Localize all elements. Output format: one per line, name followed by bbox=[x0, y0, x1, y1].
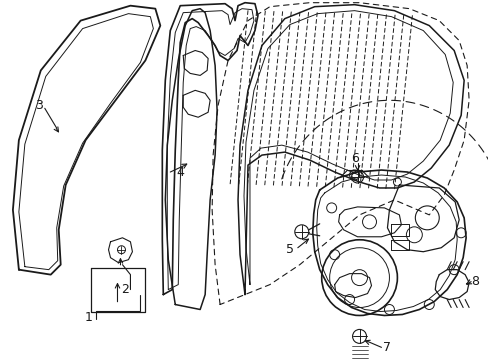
Text: 5: 5 bbox=[285, 243, 293, 256]
Text: 4: 4 bbox=[176, 166, 184, 179]
Text: 6: 6 bbox=[350, 152, 358, 165]
Text: 8: 8 bbox=[470, 275, 478, 288]
Text: 1: 1 bbox=[84, 311, 92, 324]
Text: 7: 7 bbox=[383, 341, 391, 354]
Text: 2: 2 bbox=[122, 283, 129, 296]
Text: 3: 3 bbox=[35, 99, 42, 112]
